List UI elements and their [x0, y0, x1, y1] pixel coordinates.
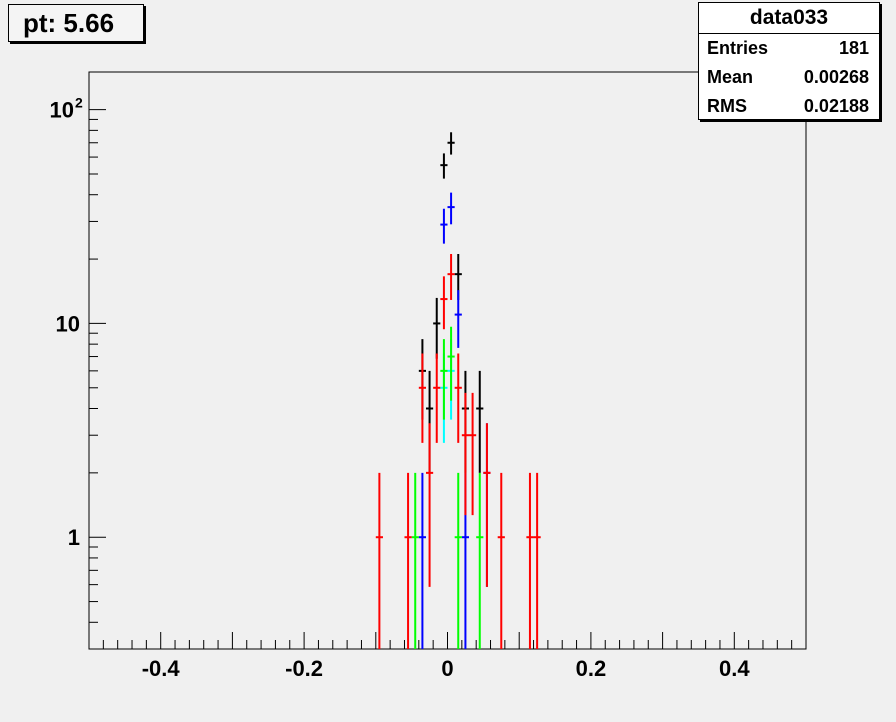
- data-point: [447, 132, 455, 155]
- data-point: [454, 353, 462, 443]
- stats-value: 181: [838, 38, 869, 58]
- data-point: [433, 353, 441, 443]
- data-point: [533, 472, 541, 649]
- x-tick-label: 0.4: [719, 656, 750, 681]
- x-tick-label: 0.2: [576, 656, 607, 681]
- stats-box: data033 Entries 181 Mean 0.00268 RMS 0.0…: [698, 2, 880, 120]
- data-point: [476, 472, 484, 649]
- stats-row-entries: Entries 181: [699, 34, 879, 63]
- stats-label: Mean: [707, 67, 754, 87]
- stats-row-rms: RMS 0.02188: [699, 92, 879, 121]
- data-point: [440, 276, 448, 330]
- data-point: [447, 254, 455, 300]
- y-tick-label: 1: [68, 525, 80, 550]
- data-point: [411, 472, 419, 649]
- stats-label: RMS: [707, 96, 747, 116]
- data-point: [447, 326, 455, 401]
- data-point: [447, 192, 455, 225]
- chart-title-box: pt: 5.66: [8, 4, 144, 42]
- x-tick-label: 0: [441, 656, 453, 681]
- stats-label: Entries: [707, 38, 769, 58]
- data-point: [433, 297, 441, 359]
- data-point: [483, 423, 491, 587]
- plot-frame: [88, 71, 807, 650]
- data-point: [440, 153, 448, 179]
- y-tick-label: 10: [56, 311, 80, 336]
- stats-value: 0.00268: [803, 67, 869, 87]
- data-point: [461, 392, 470, 516]
- data-point: [425, 423, 434, 587]
- data-point: [454, 290, 462, 348]
- data-point: [454, 472, 462, 649]
- data-point: [440, 208, 448, 244]
- x-tick-label: -0.2: [285, 656, 323, 681]
- data-point: [497, 472, 505, 649]
- data-point: [469, 392, 477, 516]
- y-tick-exponent: 2: [75, 95, 83, 111]
- data-point: [440, 339, 448, 420]
- stats-name: data033: [699, 3, 879, 34]
- data-point: [526, 472, 534, 649]
- series-3: [411, 326, 484, 649]
- data-point: [418, 353, 426, 443]
- series-4: [375, 254, 541, 649]
- x-tick-label: -0.4: [142, 656, 181, 681]
- stats-row-mean: Mean 0.00268: [699, 63, 879, 92]
- data-point: [404, 472, 412, 649]
- chart-title: pt: 5.66: [23, 8, 115, 38]
- data-point: [476, 370, 484, 473]
- y-tick-label: 10: [50, 98, 74, 123]
- data-point: [418, 472, 426, 649]
- stats-value: 0.02188: [803, 96, 869, 116]
- data-point: [375, 472, 383, 649]
